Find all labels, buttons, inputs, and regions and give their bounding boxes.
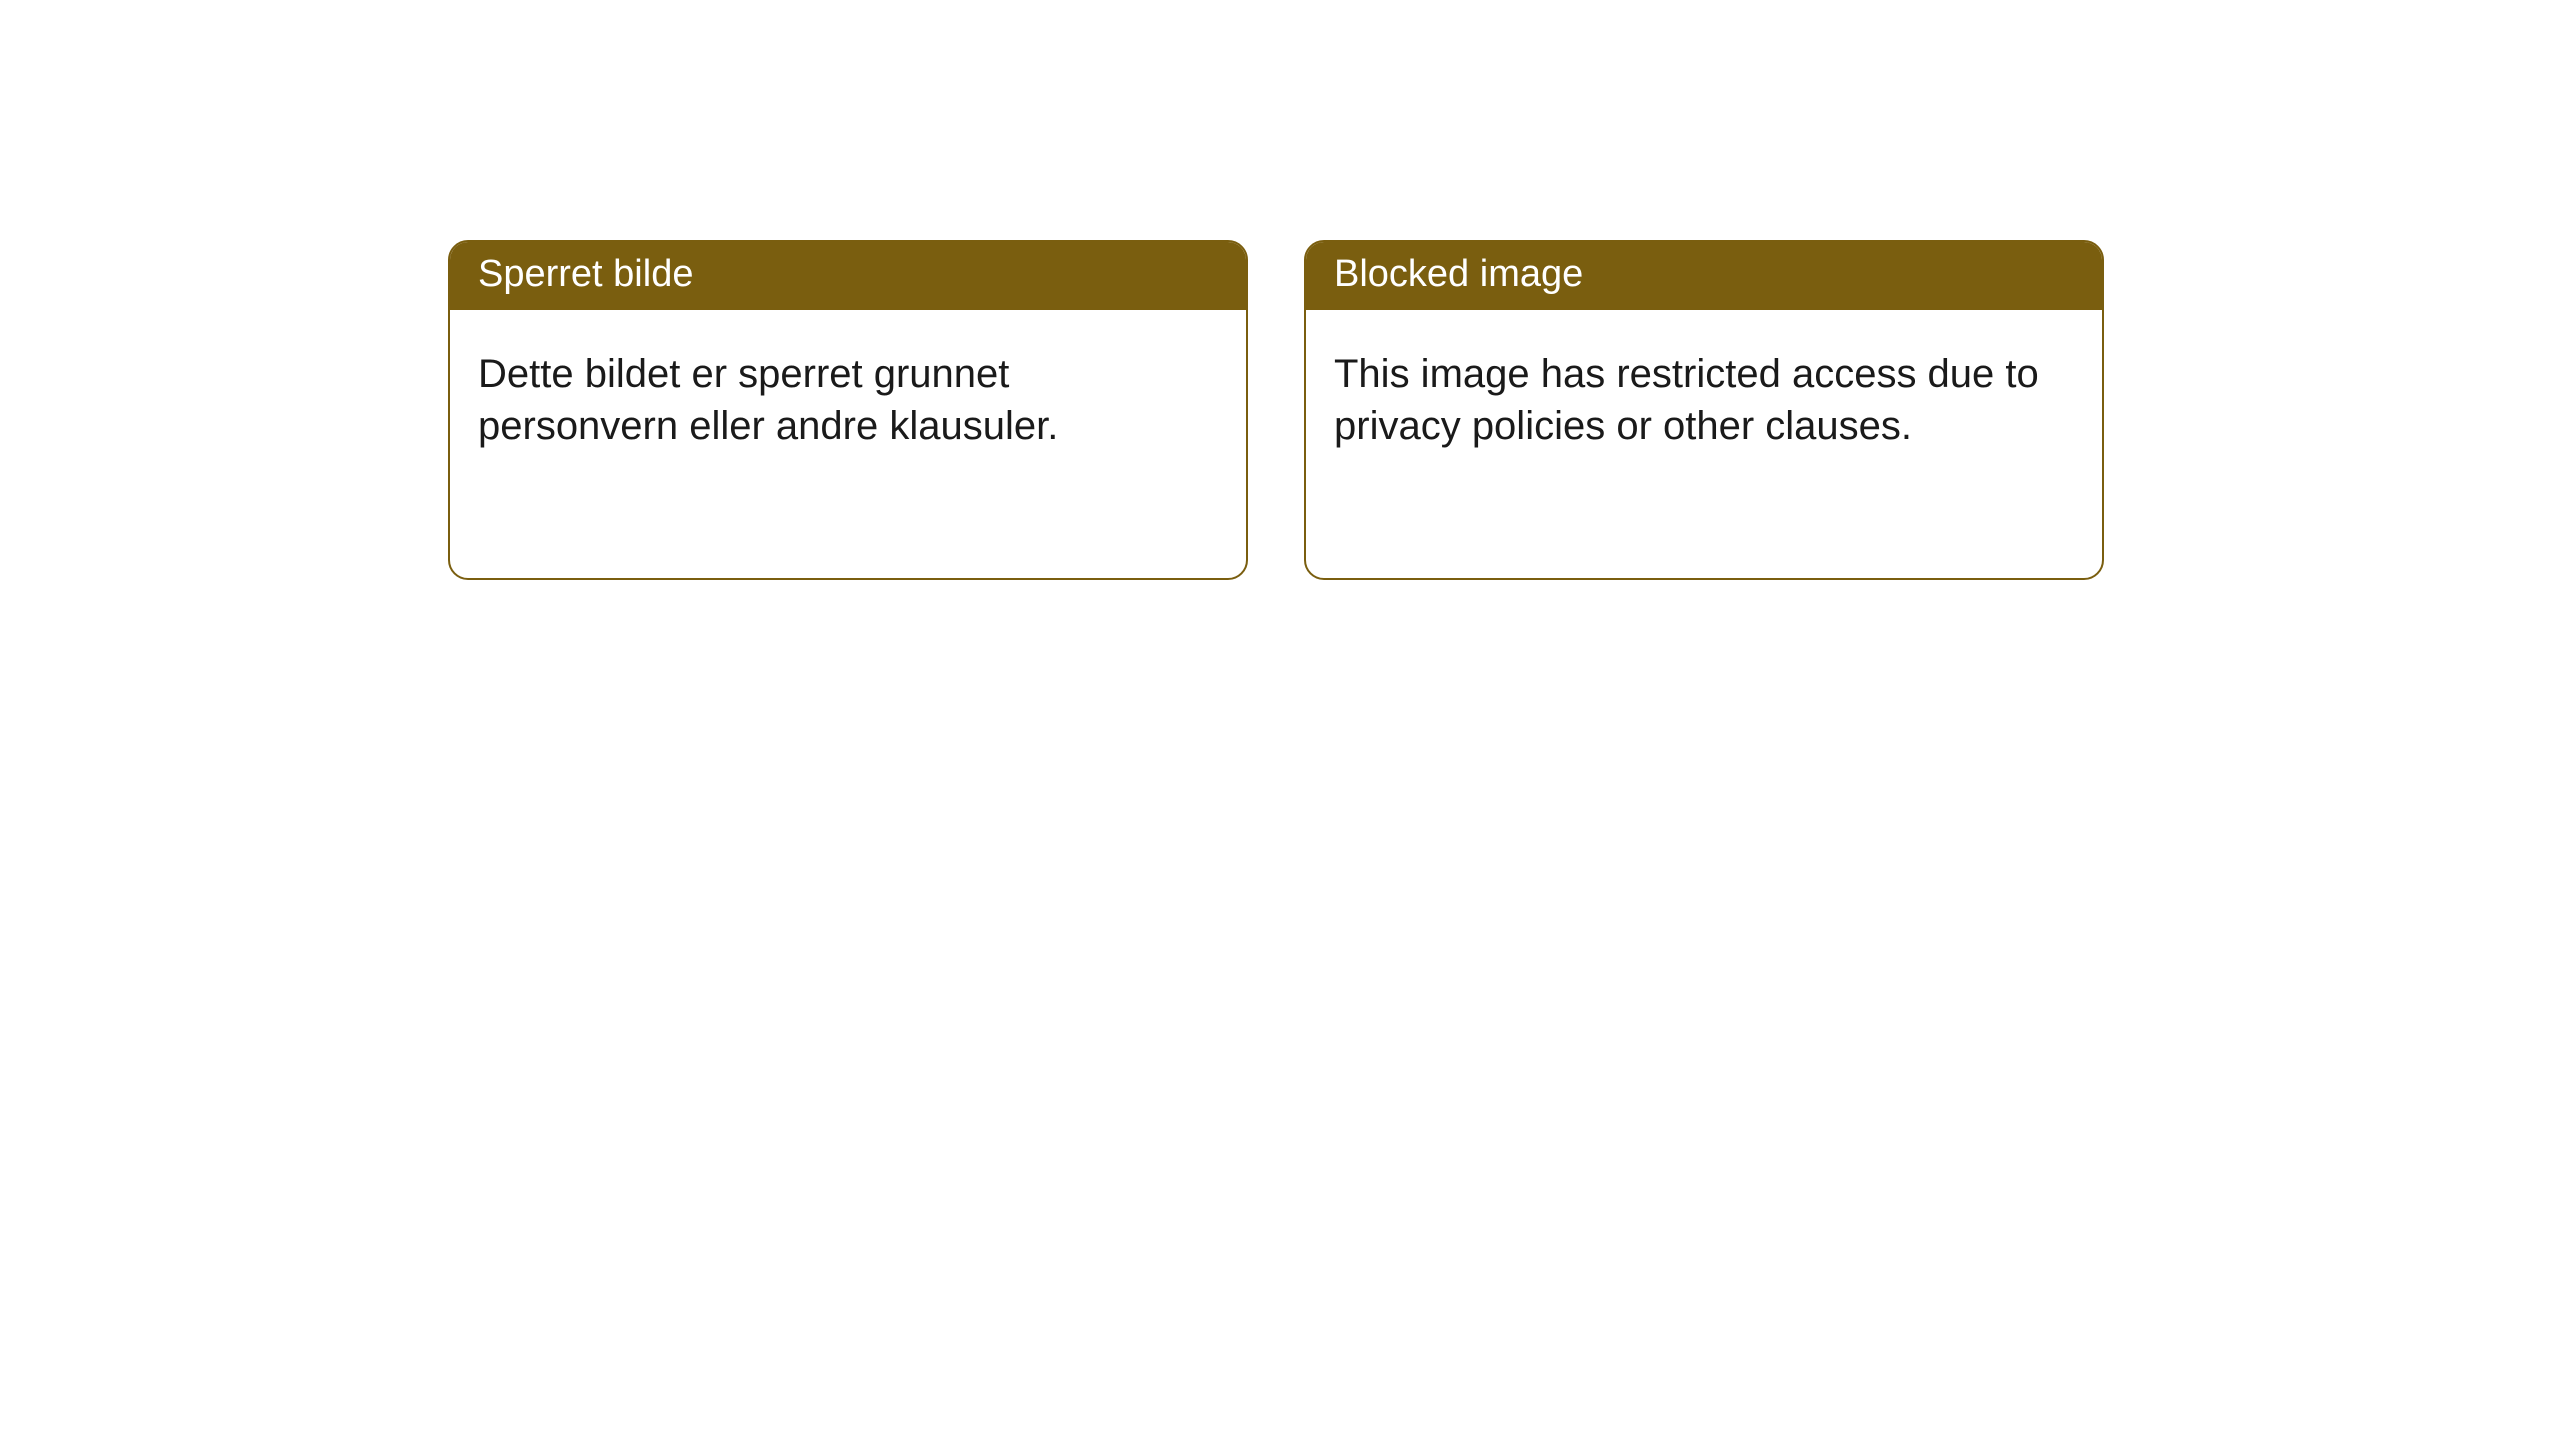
notice-container: Sperret bilde Dette bildet er sperret gr… [0, 0, 2560, 580]
blocked-image-card-en: Blocked image This image has restricted … [1304, 240, 2104, 580]
card-body: This image has restricted access due to … [1306, 310, 2102, 480]
card-header: Blocked image [1306, 242, 2102, 310]
card-header: Sperret bilde [450, 242, 1246, 310]
card-body: Dette bildet er sperret grunnet personve… [450, 310, 1246, 480]
blocked-image-card-no: Sperret bilde Dette bildet er sperret gr… [448, 240, 1248, 580]
